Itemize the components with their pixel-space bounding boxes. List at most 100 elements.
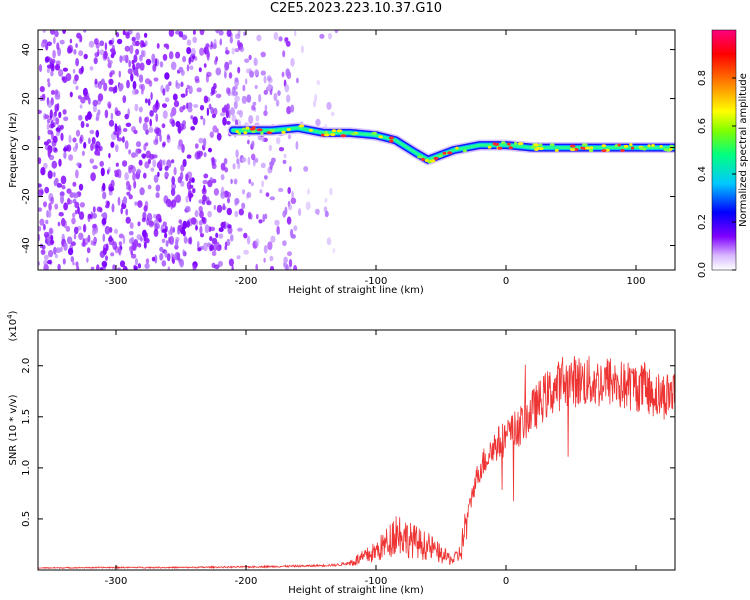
heatmap-speckle [213, 244, 217, 252]
heatmap-speckle [192, 264, 197, 270]
heatmap-speckle [56, 183, 63, 188]
heatmap-speckle [72, 137, 77, 143]
heatmap-speckle [41, 245, 46, 250]
heatmap-speckle [326, 237, 332, 246]
heatmap-speckle [122, 55, 127, 62]
heatmap-speckle [125, 208, 129, 216]
heatmap-speckle [234, 210, 239, 218]
heatmap-speckle [267, 83, 272, 92]
heatmap-speckle [108, 190, 113, 196]
heatmap-speckle [143, 143, 147, 151]
heatmap-speckle [97, 150, 101, 157]
heatmap-speckle [166, 134, 170, 140]
heatmap-speckle [92, 224, 97, 229]
heatmap-speckle [189, 65, 194, 70]
heatmap-speckle [43, 223, 46, 231]
heatmap-speckle [70, 256, 75, 263]
x-tick-label: -300 [105, 576, 128, 587]
heatmap-speckle [209, 226, 216, 232]
snr-frame [37, 329, 676, 571]
heatmap-speckle [295, 77, 299, 84]
heatmap-speckle [186, 206, 191, 213]
heatmap-speckle [258, 219, 263, 224]
x-tick-label: 0 [503, 576, 509, 587]
heatmap-speckle [108, 86, 114, 92]
heatmap-speckle [46, 67, 51, 74]
heatmap-speckle [50, 196, 54, 205]
heatmap-speckle [71, 217, 76, 225]
x-tick-label: 100 [626, 276, 645, 287]
heatmap-speckle [223, 158, 228, 165]
ridge-hotspot [589, 149, 594, 152]
spectrogram-heatmap [38, 30, 675, 270]
heatmap-speckle [195, 225, 198, 231]
heatmap-speckle [111, 203, 115, 213]
ridge-hotspot [429, 159, 436, 163]
heatmap-speckle [57, 221, 61, 227]
heatmap-speckle [236, 255, 241, 260]
ridge-hotspot [350, 132, 357, 136]
heatmap-speckle [80, 65, 84, 73]
heatmap-speckle [124, 45, 130, 52]
heatmap-speckle [97, 93, 104, 102]
heatmap-speckle [47, 129, 53, 135]
heatmap-speckle [273, 92, 278, 102]
heatmap-speckle [278, 187, 284, 193]
heatmap-speckle [112, 241, 118, 251]
heatmap-speckle [263, 244, 268, 254]
heatmap-speckle [266, 75, 272, 82]
heatmap-speckle [248, 54, 252, 61]
heatmap-speckle [147, 184, 152, 190]
heatmap-speckle [170, 159, 175, 164]
heatmap-speckle [146, 212, 153, 222]
heatmap-speckle [47, 82, 51, 88]
ridge-hotspot [389, 139, 394, 143]
heatmap-speckle [180, 93, 186, 98]
heatmap-speckle [62, 67, 68, 72]
heatmap-speckle [277, 229, 281, 235]
heatmap-speckle [180, 81, 184, 88]
heatmap-speckle [117, 267, 121, 270]
ridge-hotspot [589, 146, 594, 150]
heatmap-speckle [241, 157, 247, 163]
heatmap-speckle [282, 159, 287, 164]
heatmap-speckle [131, 59, 135, 65]
heatmap-speckle [110, 112, 114, 121]
colorbar-tick-label: 0.4 [697, 166, 708, 182]
heatmap-speckle [209, 244, 214, 252]
heatmap-speckle [175, 120, 181, 128]
heatmap-speckle [196, 87, 202, 93]
heatmap-speckle [38, 64, 43, 73]
heatmap-speckle [207, 179, 213, 188]
heatmap-speckle [234, 197, 240, 205]
heatmap-speckle [119, 55, 123, 63]
heatmap-speckle [161, 142, 166, 148]
heatmap-speckle [77, 95, 82, 100]
heatmap-speckle [164, 172, 170, 178]
heatmap-speckle [134, 258, 139, 266]
heatmap-speckle [316, 80, 321, 86]
heatmap-speckle [43, 259, 48, 266]
heatmap-speckle [250, 181, 254, 187]
spectrogram-frame [37, 29, 676, 271]
heatmap-speckle [138, 159, 143, 166]
heatmap-speckle [178, 219, 183, 224]
heatmap-speckle [108, 227, 113, 233]
heatmap-speckle [108, 152, 111, 159]
heatmap-speckle [85, 123, 89, 128]
heatmap-speckle [186, 181, 191, 190]
heatmap-speckle [119, 83, 124, 91]
heatmap-speckle [49, 114, 52, 121]
heatmap-speckle [69, 91, 73, 98]
heatmap-speckle [40, 167, 46, 176]
heatmap-speckle [327, 32, 333, 40]
heatmap-speckle [284, 84, 290, 93]
heatmap-speckle [247, 139, 250, 145]
heatmap-speckle [255, 115, 260, 122]
heatmap-speckle [162, 88, 166, 96]
heatmap-speckle [252, 101, 257, 106]
heatmap-speckle [74, 209, 78, 215]
heatmap-speckle [210, 107, 215, 115]
heatmap-speckle [170, 188, 176, 196]
ridge-hotspot [487, 145, 492, 149]
